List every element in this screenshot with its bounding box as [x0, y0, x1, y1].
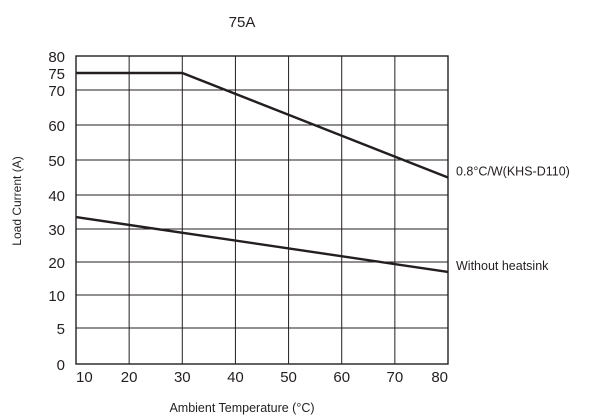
- y-tick-label: 70: [48, 83, 65, 100]
- y-tick-label: 30: [48, 222, 65, 239]
- plot-area: [75, 55, 449, 365]
- x-tick-label: 10: [76, 369, 93, 386]
- x-tick-label: 20: [121, 369, 138, 386]
- series-label-1: 0.8°C/W(KHS-D110): [456, 165, 570, 179]
- series-lines: [75, 71, 449, 274]
- x-axis-label: Ambient Temperature (°C): [169, 401, 314, 415]
- y-tick-label: 40: [48, 188, 65, 205]
- x-tick-label: 40: [227, 369, 244, 386]
- series-line-1: [76, 71, 449, 179]
- chart-title: 75A: [229, 14, 256, 31]
- series-label-2: Without heatsink: [456, 259, 549, 273]
- x-tick-label: 60: [333, 369, 350, 386]
- x-tick-label: 50: [280, 369, 297, 386]
- y-tick-label: 50: [48, 153, 65, 170]
- y-tick-label: 20: [48, 255, 65, 272]
- y-tick-label: 5: [57, 321, 65, 338]
- y-tick-label: 10: [48, 288, 65, 305]
- y-axis-label: Load Current (A): [10, 156, 24, 245]
- y-tick-label: 60: [48, 118, 65, 135]
- x-tick-label: 70: [387, 369, 404, 386]
- x-axis: 10 20 30 40 50 60 70 80: [76, 369, 448, 386]
- y-tick-label: 75: [48, 66, 65, 83]
- x-tick-label: 30: [174, 369, 191, 386]
- y-tick-label: 80: [48, 49, 65, 66]
- grid: [76, 56, 448, 364]
- y-tick-label: 0: [57, 357, 65, 374]
- x-tick-label: 80: [431, 369, 448, 386]
- series-line-2: [75, 215, 449, 274]
- series-labels: 0.8°C/W(KHS-D110) Without heatsink: [456, 165, 570, 273]
